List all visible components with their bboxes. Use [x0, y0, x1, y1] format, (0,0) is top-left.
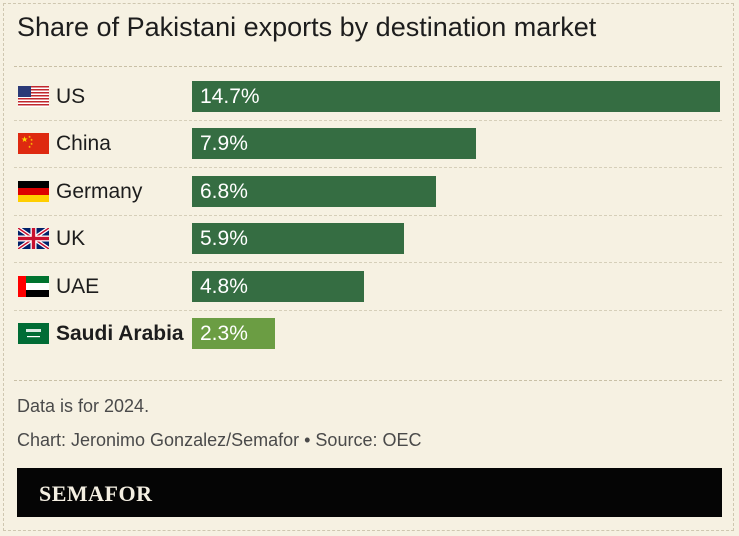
bar: 5.9% [192, 223, 404, 254]
semafor-logo: SEMAFOR [39, 481, 153, 506]
bar: 2.3% [192, 318, 275, 349]
data-note: Data is for 2024. [17, 396, 150, 416]
svg-text:★: ★ [30, 138, 34, 142]
row-divider [14, 167, 722, 168]
row-divider [14, 262, 722, 263]
bottom-divider [14, 380, 722, 381]
uae-flag-icon [18, 276, 49, 297]
bar: 7.9% [192, 128, 476, 159]
category-label: Saudi Arabia [56, 322, 184, 345]
bar-value-label: 4.8% [200, 275, 248, 298]
chart-credit: Chart: Jeronimo Gonzalez/Semafor • Sourc… [17, 430, 422, 450]
bar-value-label: 2.3% [200, 322, 248, 345]
row-divider [14, 310, 722, 311]
row-divider [14, 215, 722, 216]
bar: 14.7% [192, 81, 720, 112]
chart-frame [3, 3, 734, 531]
category-label: UAE [56, 275, 100, 298]
svg-text:★: ★ [30, 142, 34, 146]
top-divider [14, 66, 722, 67]
bar-value-label: 5.9% [200, 227, 248, 250]
china-flag-icon: ★ ★ ★ ★ ★ [18, 133, 49, 154]
row-divider [14, 120, 722, 121]
category-label: US [56, 85, 86, 108]
category-label: China [56, 132, 111, 155]
svg-text:★: ★ [28, 135, 32, 139]
uk-flag-icon [18, 228, 49, 249]
footer-banner: SEMAFOR [17, 468, 722, 517]
bar: 4.8% [192, 271, 364, 302]
bar-value-label: 14.7% [200, 85, 260, 108]
svg-text:★: ★ [21, 135, 28, 144]
saudi-arabia-flag-icon [18, 323, 49, 344]
chart-title: Share of Pakistani exports by destinatio… [17, 12, 597, 42]
bar: 6.8% [192, 176, 436, 207]
bar-value-label: 7.9% [200, 132, 248, 155]
us-flag-icon [18, 86, 49, 107]
category-label: UK [56, 227, 86, 250]
category-label: Germany [56, 180, 143, 203]
svg-text:★: ★ [28, 145, 32, 149]
germany-flag-icon [18, 181, 49, 202]
bar-value-label: 6.8% [200, 180, 248, 203]
